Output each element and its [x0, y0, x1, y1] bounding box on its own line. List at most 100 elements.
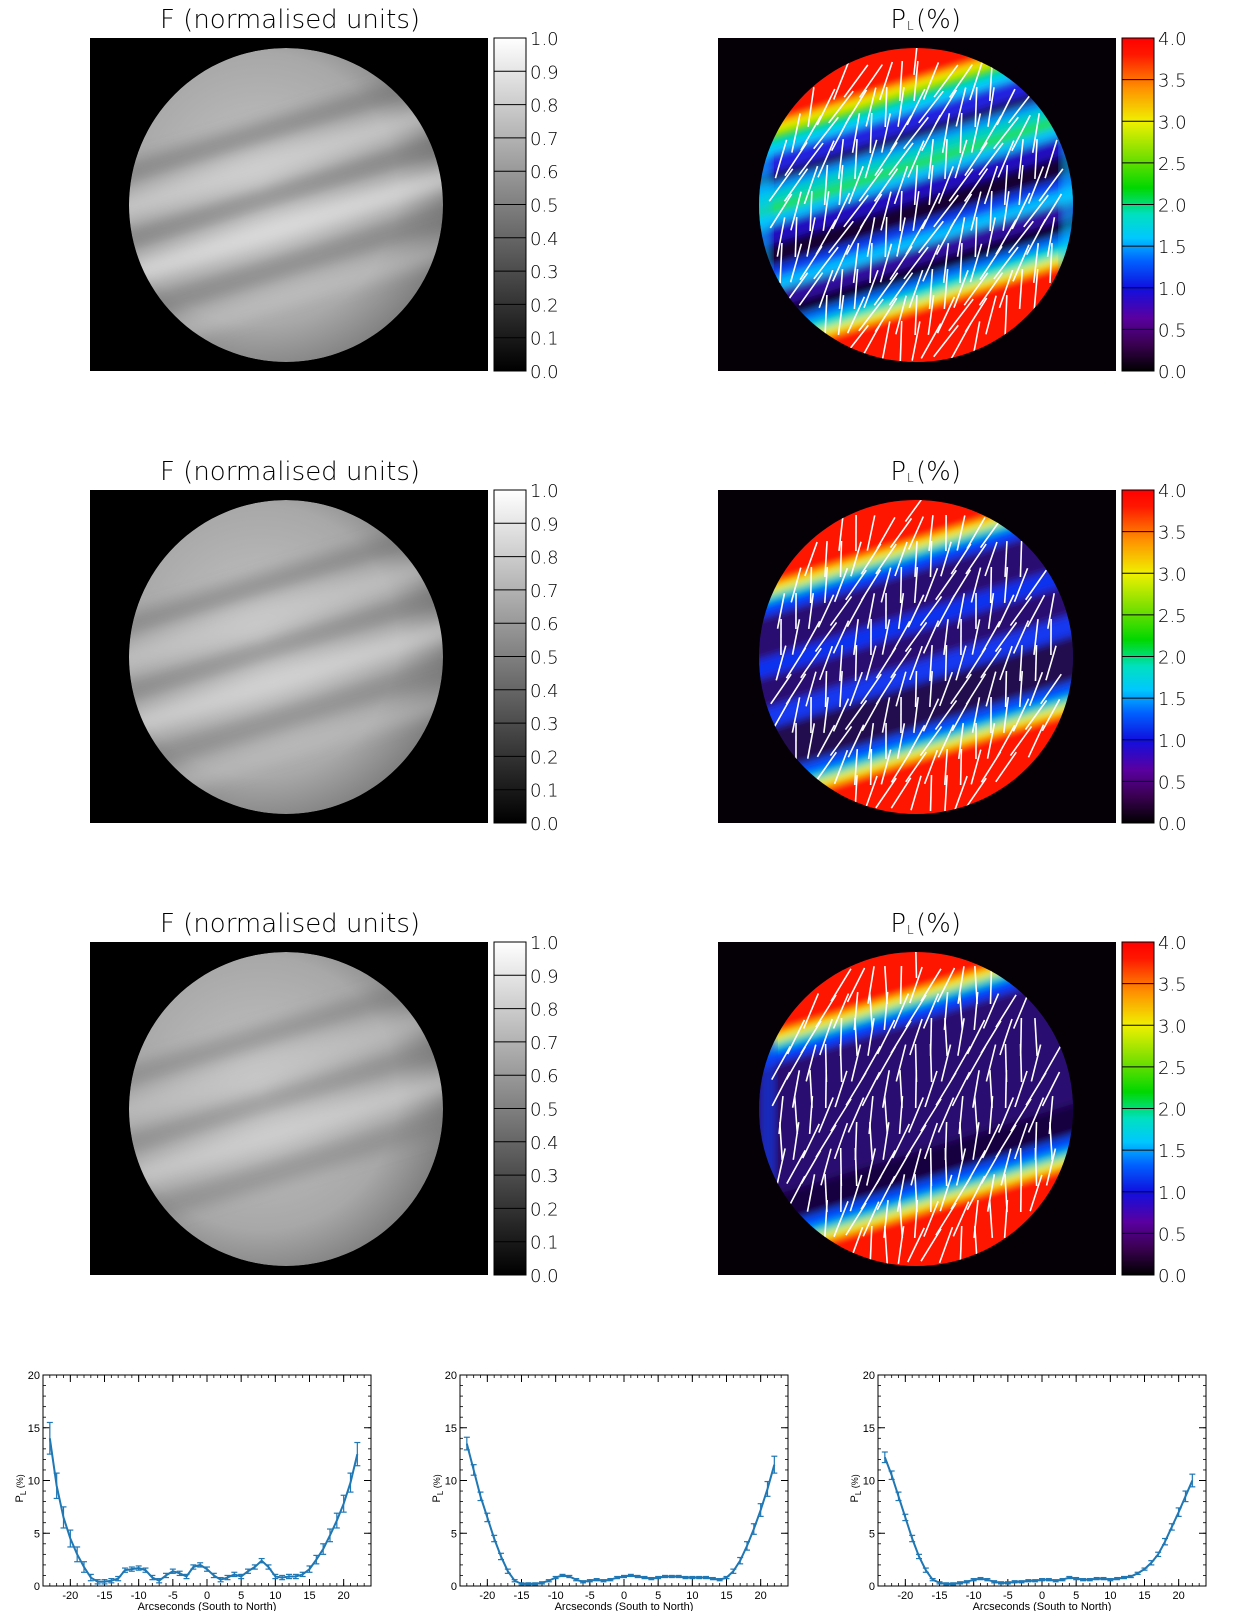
y-tick-label: 10 — [28, 1476, 40, 1488]
polarisation-vector — [1024, 699, 1048, 731]
polarisation-vector — [884, 216, 888, 258]
polarisation-vector — [993, 116, 1019, 150]
polarisation-vector — [832, 620, 850, 654]
colorbar-tick-label: 2.0 — [1158, 648, 1187, 669]
polarisation-vector — [794, 216, 798, 258]
polarisation-vector — [989, 965, 993, 1005]
polarisation-vector — [943, 619, 949, 655]
colorbar-tick-label: 0.0 — [1158, 1266, 1187, 1287]
polarisation-vector — [873, 272, 899, 306]
polarisation-vector — [866, 593, 876, 629]
polarisation-vector — [809, 190, 813, 232]
y-tick-label: 0 — [34, 1581, 40, 1593]
polarisation-vector — [896, 1174, 906, 1212]
polarisation-vector — [1032, 243, 1040, 283]
polarisation-vector — [955, 87, 967, 127]
polarisation-vector — [898, 1095, 904, 1135]
polarisation-vector — [1034, 1147, 1038, 1187]
pol-title: P L (%) — [890, 5, 961, 35]
polarisation-vector — [963, 272, 989, 306]
svg-text:L: L — [907, 923, 914, 937]
polarisation-vector — [838, 165, 844, 205]
colorbar-tick-label: 0.5 — [1158, 1224, 1187, 1245]
polarisation-vector — [1018, 670, 1024, 708]
svg-text:P: P — [890, 5, 906, 35]
polarisation-vector — [843, 194, 869, 228]
polarisation-vector — [771, 1046, 791, 1080]
polarisation-vector — [813, 116, 839, 150]
polarisation-vector — [833, 567, 849, 603]
pol-colorbar-ticks: 4.0 3.5 3.0 2.5 2.0 1.5 1.0 0.5 0.0 — [1122, 933, 1187, 1287]
flux-title: F (normalised units) — [160, 909, 420, 939]
polarisation-vector — [914, 952, 918, 979]
polarisation-vector — [913, 61, 919, 101]
polarisation-vector — [948, 298, 974, 332]
polarisation-vector — [861, 698, 881, 732]
svg-text:(%): (%) — [916, 5, 961, 35]
polarisation-vector — [817, 594, 835, 628]
polarisation-vector — [806, 723, 816, 759]
polarisation-vector — [1004, 540, 1008, 578]
polarisation-vector — [908, 1097, 924, 1133]
polarisation-vector — [881, 321, 891, 361]
colorbar-tick-label: 0.7 — [530, 1033, 559, 1054]
colorbar-tick-label: 1.0 — [1158, 731, 1187, 752]
polarisation-vector — [959, 1121, 963, 1161]
polarisation-vector — [890, 751, 912, 783]
polarisation-vector — [996, 724, 1016, 758]
polarisation-vector — [890, 647, 912, 679]
polarisation-vector — [913, 697, 919, 733]
polarisation-vector — [1019, 540, 1023, 578]
polarisation-vector — [880, 113, 892, 153]
polarisation-vector — [770, 673, 792, 705]
polarisation-vector — [922, 62, 940, 100]
polarisation-vector — [965, 647, 987, 679]
polarisation-vector — [830, 968, 852, 1002]
polarisation-vector — [966, 516, 986, 550]
polarisation-vector — [865, 87, 877, 127]
x-axis-label: Arcseconds (South to North) — [973, 1601, 1112, 1611]
x-axis-label: Arcseconds (South to North) — [555, 1601, 694, 1611]
polarisation-vector — [920, 1098, 942, 1132]
colorbar-tick-label: 0.3 — [530, 262, 559, 283]
pol-vectors — [771, 952, 1062, 1265]
polarisation-vector — [1003, 566, 1009, 604]
polarisation-vector — [867, 723, 875, 759]
y-tick-label: 15 — [28, 1423, 40, 1435]
polarisation-vector — [999, 645, 1013, 681]
polarisation-vector — [783, 168, 809, 202]
svg-text:(%): (%) — [916, 457, 961, 487]
polarisation-vector — [940, 541, 952, 577]
polarisation-vector — [1004, 670, 1008, 708]
polarisation-vector — [899, 320, 903, 362]
polarisation-vector — [774, 139, 788, 179]
polarisation-vector — [995, 1124, 1017, 1158]
polarisation-vector — [1049, 1121, 1053, 1161]
y-tick-label: 10 — [863, 1476, 875, 1488]
polarisation-vector — [881, 697, 891, 733]
polarisation-vector — [875, 647, 897, 679]
polarisation-vector — [1031, 113, 1041, 153]
polarisation-vector — [1027, 1097, 1045, 1133]
polarisation-vector — [1008, 90, 1034, 124]
polarisation-vector — [910, 1148, 922, 1186]
polarisation-vector — [1045, 1148, 1057, 1186]
polarisation-vector — [956, 217, 966, 257]
colorbar-tick-label: 0.8 — [530, 548, 559, 569]
polarisation-vector — [996, 88, 1016, 126]
colorbar-tick-label: 0.6 — [530, 1066, 559, 1087]
flux-colorbar-ticks: 1.0 0.9 0.8 0.7 0.6 0.5 0.4 0.3 0.2 0.1 0.0 — [494, 933, 559, 1287]
polarisation-vector — [966, 1019, 986, 1055]
polarisation-vector — [929, 1043, 933, 1083]
x-tick-label: 10 — [686, 1590, 698, 1602]
polarisation-vector — [1014, 1122, 1028, 1160]
polarisation-vector — [846, 967, 866, 1003]
polarisation-vector — [906, 724, 926, 758]
profile-plot-1: -20 -15 -10 -5 0 5 10 15 20 0 5 10 15 20 Arcseconds (S… — [14, 1370, 372, 1611]
colorbar-tick-label: 0.1 — [530, 781, 559, 802]
polarisation-vector — [997, 140, 1015, 178]
polarisation-vector — [980, 115, 1002, 151]
polarisation-vector — [988, 60, 994, 102]
polarisation-vector — [879, 243, 893, 283]
series-line — [883, 1456, 1194, 1585]
